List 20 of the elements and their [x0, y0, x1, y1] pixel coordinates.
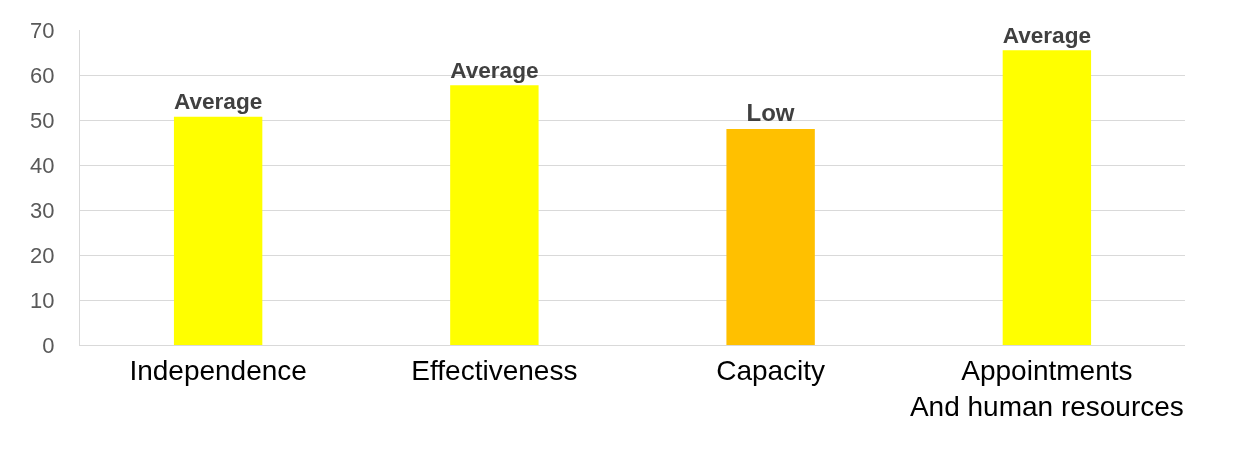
y-tick-label: 10	[30, 287, 55, 313]
y-tick-label: 50	[30, 107, 55, 133]
bar	[450, 85, 539, 345]
data-label: Average	[1002, 22, 1092, 48]
bar	[726, 129, 815, 345]
x-tick-label: Capacity	[716, 354, 826, 386]
x-tick-label: Effectiveness	[411, 354, 578, 386]
bar	[173, 116, 263, 345]
y-tick-label: 30	[30, 197, 55, 223]
y-tick-label: 0	[42, 332, 55, 358]
y-tick-label: 40	[30, 152, 55, 178]
x-tick-label: Appointments And human resources	[909, 354, 1184, 422]
data-label: Average	[173, 89, 263, 115]
bar	[1002, 50, 1092, 345]
data-label: Average	[450, 57, 539, 83]
y-tick-label: 20	[30, 242, 55, 268]
data-label: Low	[746, 99, 795, 126]
x-tick-label: Independence	[129, 354, 307, 386]
y-tick-label: 70	[30, 17, 55, 43]
y-tick-label: 60	[30, 62, 55, 88]
